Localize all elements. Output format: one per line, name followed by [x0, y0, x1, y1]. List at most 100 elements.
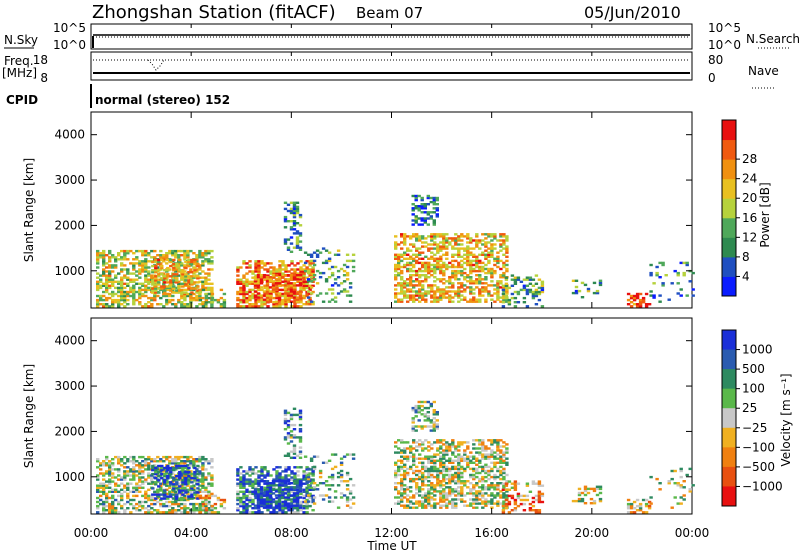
heatmap-cell [172, 262, 176, 266]
heatmap-cell [531, 482, 536, 485]
heatmap-cell [114, 507, 118, 510]
heatmap-cell [306, 500, 311, 503]
heatmap-cell [442, 451, 446, 454]
heatmap-cell [457, 461, 461, 464]
station-title: Zhongshan Station (fitACF) [92, 2, 336, 23]
heatmap-cell [160, 468, 164, 472]
heatmap-cell [141, 252, 145, 255]
heatmap-cell [469, 286, 473, 289]
heatmap-cell [96, 511, 100, 514]
heatmap-cell [144, 278, 148, 281]
heatmap-cell [487, 455, 491, 458]
heatmap-cell [400, 486, 404, 489]
heatmap-cell [114, 292, 118, 296]
heatmap-cell [242, 486, 246, 489]
heatmap-cell [186, 294, 190, 298]
heatmap-cell [253, 490, 258, 493]
heatmap-cell [505, 267, 509, 271]
heatmap-cell [592, 291, 597, 295]
heatmap-cell [324, 259, 329, 263]
heatmap-cell [126, 488, 130, 491]
heatmap-cell [342, 269, 347, 273]
heatmap-cell [490, 498, 494, 501]
heatmap-cell [126, 284, 130, 287]
heatmap-cell [445, 469, 449, 473]
heatmap-cell [442, 263, 446, 267]
heatmap-cell [204, 476, 208, 479]
heatmap-cell [403, 449, 407, 452]
heatmap-cell [445, 263, 449, 267]
heatmap-cell [333, 465, 338, 469]
heatmap-cell [403, 506, 407, 509]
heatmap-cell [475, 278, 479, 281]
heatmap-cell [448, 461, 452, 464]
heatmap-cell [484, 469, 488, 473]
heatmap-cell [210, 282, 214, 285]
heatmap-cell [278, 476, 282, 479]
heatmap-cell [259, 492, 264, 495]
heatmap-cell [311, 478, 315, 481]
heatmap-cell [394, 461, 398, 464]
colorbar-swatch [722, 447, 736, 468]
heatmap-cell [481, 261, 485, 265]
heatmap-cell [108, 470, 112, 473]
heatmap-cell [266, 262, 270, 265]
heatmap-cell [406, 247, 410, 250]
heatmap-cell [415, 484, 419, 487]
heatmap-cell [259, 294, 264, 297]
heatmap-cell [502, 235, 506, 238]
heatmap-cell [265, 506, 270, 509]
heatmap-cell [499, 239, 503, 242]
heatmap-cell [457, 480, 461, 483]
heatmap-cell [102, 256, 106, 259]
heatmap-cell [460, 247, 464, 250]
heatmap-cell [457, 239, 461, 242]
heatmap-cell [265, 280, 270, 283]
heatmap-cell [451, 498, 455, 501]
cpid-text: normal (stereo) 152 [95, 93, 230, 107]
heatmap-cell [138, 296, 142, 300]
heatmap-cell [469, 276, 473, 279]
y-tick-label: 2000 [54, 218, 85, 232]
heatmap-cell [163, 479, 167, 482]
heatmap-cell [487, 267, 491, 271]
heatmap-cell [641, 296, 646, 300]
heatmap-cell [159, 278, 163, 281]
heatmap-cell [433, 292, 437, 295]
heatmap-cell [108, 511, 112, 514]
heatmap-cell [147, 266, 151, 269]
heatmap-cell [296, 268, 300, 271]
heatmap-cell [189, 478, 193, 481]
heatmap-cell [138, 264, 142, 267]
heatmap-cell [144, 500, 148, 504]
heatmap-cell [298, 215, 303, 219]
heatmap-cell [433, 271, 437, 275]
heatmap-cell [466, 263, 470, 267]
heatmap-cell [180, 476, 184, 479]
heatmap-cell [457, 243, 461, 246]
heatmap-cell [403, 265, 407, 269]
heatmap-cell [397, 492, 401, 495]
heatmap-cell [481, 465, 485, 469]
heatmap-cell [345, 453, 350, 456]
heatmap-cell [210, 509, 214, 512]
heatmap-cell [522, 284, 527, 287]
heatmap-cell [510, 274, 515, 277]
heatmap-cell [292, 444, 297, 447]
heatmap-cell [315, 253, 320, 256]
heatmap-cell [181, 489, 185, 492]
heatmap-cell [472, 467, 476, 471]
heatmap-cell [427, 473, 431, 477]
heatmap-cell [172, 483, 176, 486]
heatmap-cell [102, 484, 106, 487]
heatmap-cell [525, 482, 530, 485]
heatmap-cell [186, 476, 190, 479]
heatmap-cell [265, 488, 270, 491]
heatmap-cell [207, 282, 211, 285]
heatmap-cell [397, 271, 401, 275]
heatmap-cell [430, 235, 434, 238]
heatmap-cell [219, 303, 224, 306]
heatmap-cell [433, 484, 437, 487]
heatmap-cell [210, 474, 214, 477]
